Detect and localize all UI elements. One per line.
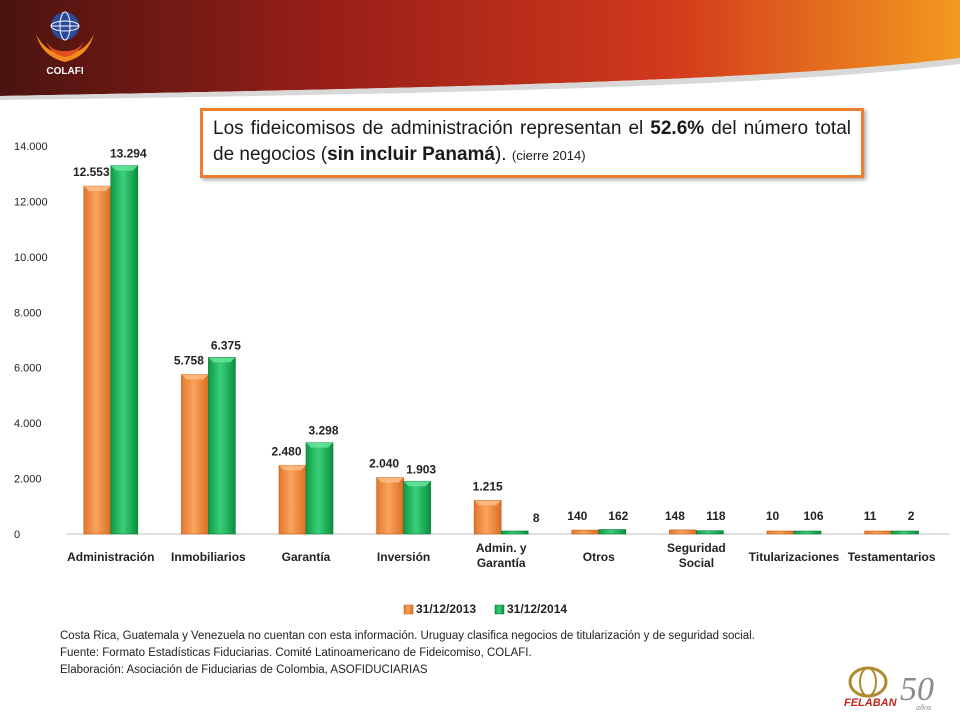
- note-line-elaboration: Elaboración: Asociación de Fiduciarias d…: [60, 664, 428, 676]
- bar-2014: [891, 530, 919, 535]
- y-tick-label: 10.000: [14, 252, 48, 264]
- bar-top-bevel: [279, 465, 306, 471]
- colafi-logo: COLAFI: [22, 6, 108, 86]
- footer-notes: Costa Rica, Guatemala y Venezuela no cue…: [60, 628, 755, 679]
- value-label: 13.294: [110, 147, 147, 161]
- value-label: 106: [803, 509, 823, 523]
- y-tick-label: 4.000: [14, 418, 42, 430]
- bar-2013: [864, 530, 892, 535]
- bar-top-bevel: [474, 500, 502, 506]
- bar-2014: [696, 530, 724, 535]
- bar-2013: [278, 464, 307, 535]
- callout-box: Los fideicomisos de administración repre…: [200, 108, 864, 178]
- category-labels-group: Administración Inmobiliarios Garantía Inver…: [67, 541, 936, 570]
- bar-2013: [83, 185, 112, 535]
- value-label: 162: [608, 509, 628, 523]
- callout-text-3: ).: [494, 144, 512, 165]
- value-label: 140: [567, 509, 587, 523]
- note-line-source: Fuente: Formato Estadísticas Fiduciarias…: [60, 647, 532, 659]
- y-tick-label: 8.000: [14, 307, 42, 319]
- callout-bold-panama: sin incluir Panamá: [327, 144, 495, 165]
- bar-chart: 02.0004.0006.0008.00010.00012.00014.000 …: [14, 141, 950, 616]
- felaban-logo-number: 50: [900, 671, 934, 708]
- bar-top-bevel: [110, 165, 138, 171]
- bar-2014: [208, 357, 236, 535]
- bar-2013: [181, 374, 209, 535]
- callout-text-2: del número total de negocios (: [213, 118, 851, 165]
- felaban-logo: FELABAN 50 años: [844, 666, 934, 712]
- value-label: 118: [706, 509, 726, 523]
- bar-2014: [793, 530, 822, 535]
- value-label: 11: [864, 509, 877, 523]
- bar-2013: [669, 529, 697, 535]
- category-label: Inversión: [377, 550, 430, 564]
- callout-text: Los fideicomisos de administración repre…: [213, 116, 851, 169]
- bar-top-bevel: [403, 481, 431, 487]
- header-band: [0, 0, 960, 100]
- bars-group: [83, 165, 919, 535]
- bar-top-bevel: [181, 374, 209, 380]
- legend: 31/12/2013 31/12/2014: [403, 602, 567, 616]
- value-label: 1.215: [473, 479, 503, 493]
- y-tick-label: 14.000: [14, 141, 48, 153]
- felaban-globe-icon: [848, 666, 888, 698]
- value-label: 10: [766, 509, 780, 523]
- bar-2013: [571, 529, 600, 535]
- legend-swatch-2013: [403, 604, 414, 615]
- category-label: Administración: [67, 550, 154, 564]
- category-label: Garantía: [282, 550, 331, 564]
- value-label: 1.903: [406, 462, 436, 476]
- y-axis-labels: 0 2.000 4.000 6.000 8.000 10.000 12.000 14.000: [14, 141, 48, 541]
- category-label: Testamentarios: [848, 550, 936, 564]
- y-tick-label: 0: [14, 529, 20, 541]
- value-label: 12.553: [73, 165, 110, 179]
- category-label: Otros: [583, 550, 615, 564]
- bar-2014: [403, 480, 431, 535]
- value-label: 2.040: [369, 456, 399, 470]
- legend-label-2014: 31/12/2014: [507, 602, 567, 616]
- value-label: 2: [908, 509, 915, 523]
- bar-2013: [766, 530, 795, 535]
- colafi-globe-icon: [36, 11, 94, 62]
- felaban-logo-text: FELABAN: [844, 697, 898, 709]
- value-label: 2.480: [271, 444, 301, 458]
- note-line-coverage: Costa Rica, Guatemala y Venezuela no cue…: [60, 630, 755, 642]
- category-label: Admin. y Garantía: [476, 541, 527, 570]
- category-label: Inmobiliarios: [171, 550, 246, 564]
- bar-2013: [376, 477, 404, 535]
- y-tick-label: 6.000: [14, 363, 42, 375]
- bar-top-bevel: [208, 357, 236, 363]
- value-label: 5.758: [174, 353, 204, 367]
- felaban-logo-suffix: años: [916, 703, 931, 712]
- y-tick-label: 12.000: [14, 196, 48, 208]
- bar-2014: [305, 442, 334, 535]
- colafi-logo-text: COLAFI: [46, 66, 84, 77]
- bar-2014: [598, 529, 627, 535]
- callout-bold-percentage: 52.6%: [650, 118, 705, 139]
- callout-text-1: Los fideicomisos de administración repre…: [213, 118, 651, 139]
- value-label: 3.298: [308, 424, 338, 438]
- category-label: Seguridad Social: [667, 541, 726, 570]
- callout-small-note: (cierre 2014): [511, 148, 586, 163]
- legend-swatch-2014: [494, 604, 505, 615]
- legend-label-2013: 31/12/2013: [416, 602, 476, 616]
- bar-top-bevel: [376, 477, 404, 483]
- y-tick-label: 2.000: [14, 474, 42, 486]
- value-label: 6.375: [211, 338, 241, 352]
- bar-2013: [473, 500, 502, 535]
- bar-top-bevel: [83, 186, 111, 192]
- bar-2014: [110, 165, 139, 535]
- value-label: 148: [665, 509, 685, 523]
- bar-2014: [500, 530, 529, 535]
- bar-top-bevel: [306, 442, 333, 448]
- category-label: Titularizaciones: [749, 550, 840, 564]
- value-label: 8: [533, 511, 540, 525]
